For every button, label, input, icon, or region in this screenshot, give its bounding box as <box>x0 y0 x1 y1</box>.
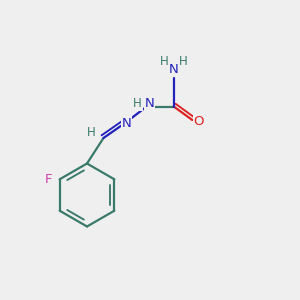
Text: H: H <box>133 97 142 110</box>
Text: H: H <box>86 126 95 139</box>
Text: N: N <box>122 116 131 130</box>
Text: H: H <box>179 55 188 68</box>
Text: O: O <box>194 115 204 128</box>
Text: F: F <box>45 173 52 186</box>
Text: N: N <box>169 63 178 76</box>
Text: N: N <box>145 97 154 110</box>
Text: H: H <box>160 55 169 68</box>
